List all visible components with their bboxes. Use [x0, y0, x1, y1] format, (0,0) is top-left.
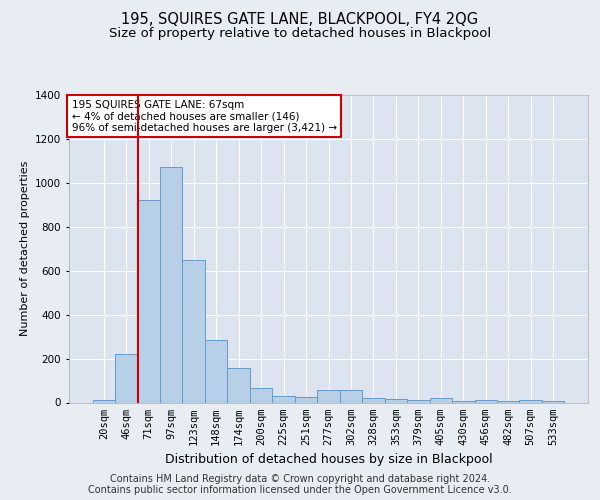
- Bar: [182, 260, 205, 402]
- Text: Contains HM Land Registry data © Crown copyright and database right 2024.: Contains HM Land Registry data © Crown c…: [110, 474, 490, 484]
- Y-axis label: Number of detached properties: Number of detached properties: [20, 161, 29, 336]
- Bar: [272, 396, 295, 402]
- Bar: [295, 397, 317, 402]
- Bar: [340, 390, 362, 402]
- Text: Contains public sector information licensed under the Open Government Licence v3: Contains public sector information licen…: [88, 485, 512, 495]
- Bar: [137, 200, 160, 402]
- Bar: [407, 400, 430, 402]
- Bar: [92, 400, 115, 402]
- Bar: [160, 168, 182, 402]
- Bar: [317, 390, 340, 402]
- Bar: [115, 354, 137, 403]
- Text: Size of property relative to detached houses in Blackpool: Size of property relative to detached ho…: [109, 28, 491, 40]
- Bar: [362, 398, 385, 402]
- Bar: [205, 340, 227, 402]
- Bar: [250, 388, 272, 402]
- Bar: [385, 399, 407, 402]
- Bar: [227, 368, 250, 402]
- Bar: [520, 400, 542, 402]
- X-axis label: Distribution of detached houses by size in Blackpool: Distribution of detached houses by size …: [164, 453, 493, 466]
- Text: 195, SQUIRES GATE LANE, BLACKPOOL, FY4 2QG: 195, SQUIRES GATE LANE, BLACKPOOL, FY4 2…: [121, 12, 479, 28]
- Bar: [430, 398, 452, 402]
- Bar: [475, 400, 497, 402]
- Text: 195 SQUIRES GATE LANE: 67sqm
← 4% of detached houses are smaller (146)
96% of se: 195 SQUIRES GATE LANE: 67sqm ← 4% of det…: [71, 100, 337, 133]
